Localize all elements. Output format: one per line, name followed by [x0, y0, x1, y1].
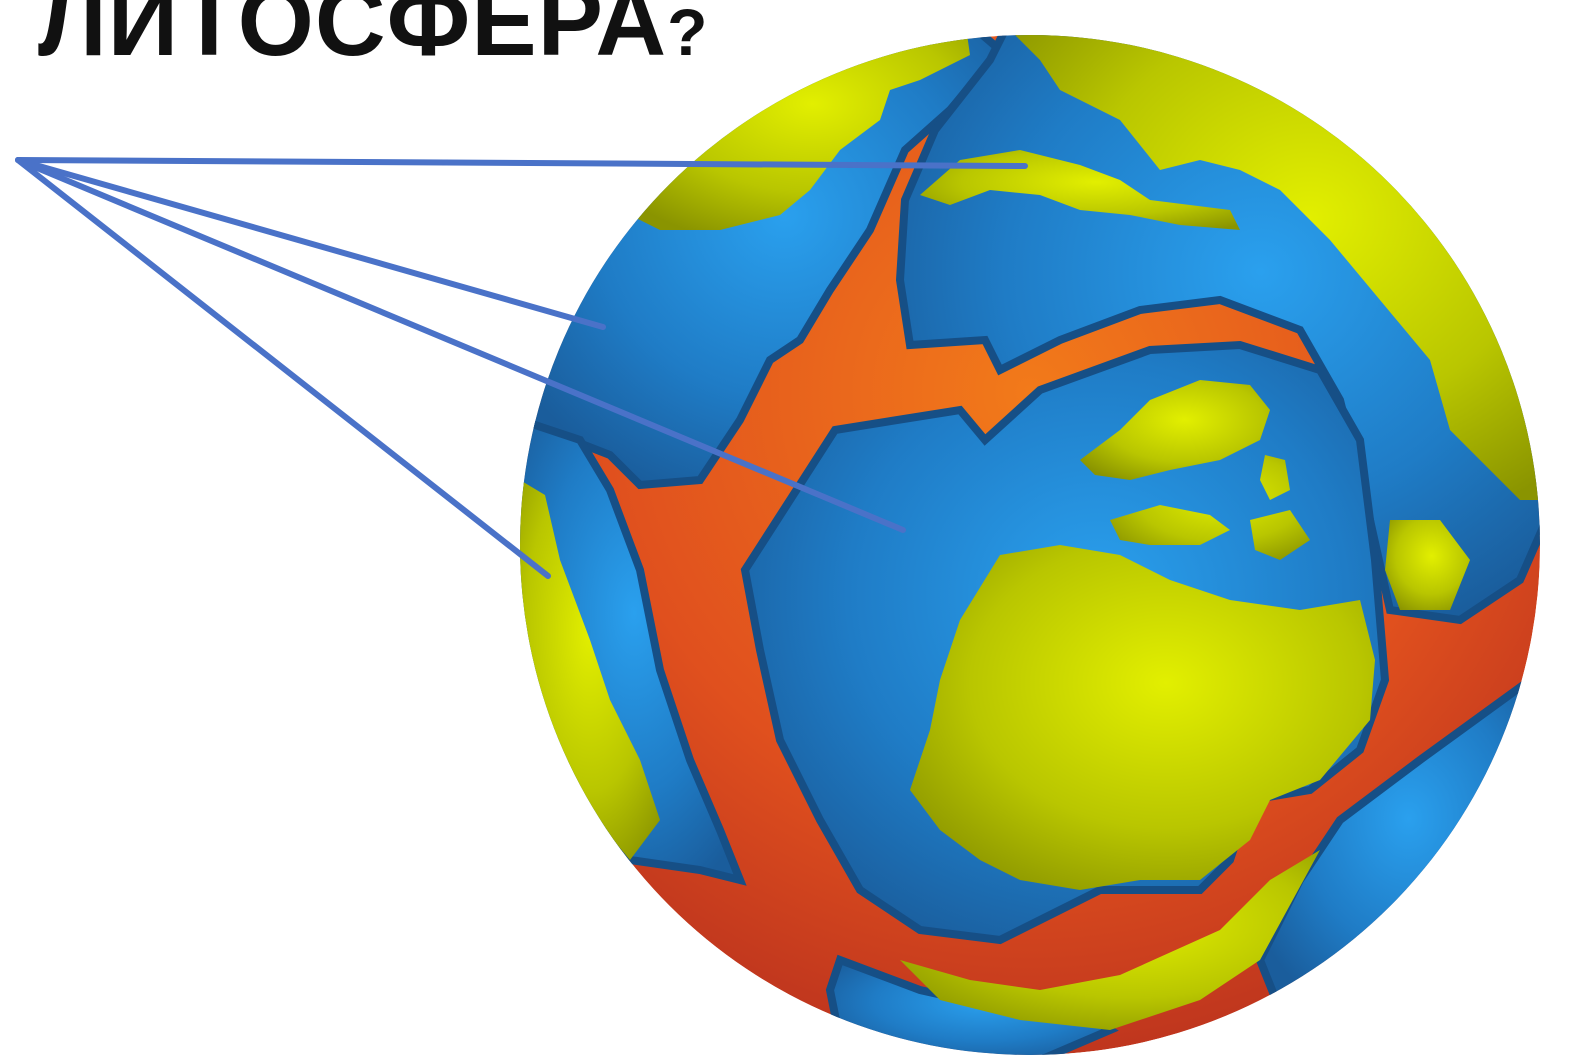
title-question-mark: ? — [667, 0, 709, 69]
land-south — [900, 850, 1320, 1030]
land-top-right — [1010, 35, 1540, 500]
land-top-middle — [920, 150, 1240, 230]
land-top-left — [620, 35, 970, 230]
pointer-line-central — [15, 157, 906, 533]
land-east-edge — [1385, 520, 1470, 610]
pointer-line-northwest — [15, 157, 606, 330]
pointer-lines — [15, 157, 1028, 579]
land-central-islands — [1110, 455, 1310, 560]
title-text: ЛИТОСФЕРА — [38, 0, 668, 76]
pointer-line-west — [15, 157, 551, 579]
land-central-large — [910, 545, 1375, 890]
globe — [520, 35, 1540, 1055]
page-title: ЛИТОСФЕРА? — [38, 0, 708, 70]
land-central-upper — [1080, 380, 1270, 480]
pointer-line-north — [15, 157, 1028, 169]
